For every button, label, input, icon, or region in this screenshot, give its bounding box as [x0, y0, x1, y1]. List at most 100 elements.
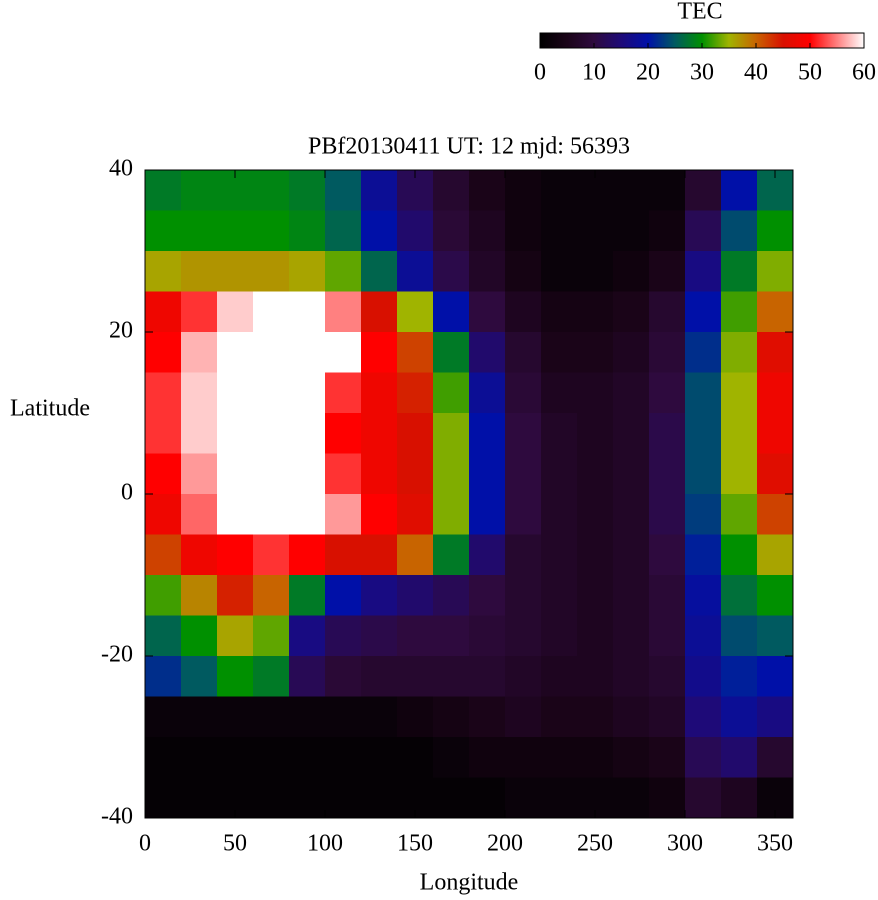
heat-cell [253, 251, 290, 292]
heat-cell [253, 777, 290, 819]
heat-cell [469, 534, 506, 576]
heat-cell [649, 332, 686, 373]
heat-cell [361, 534, 398, 576]
heat-cell [505, 696, 542, 738]
heat-cell [685, 615, 722, 657]
x-tick-label: 300 [667, 831, 703, 857]
heat-cell [613, 656, 650, 697]
heat-cell [433, 372, 470, 414]
heat-cell [721, 696, 758, 738]
heat-cell [577, 291, 614, 333]
heat-cell [541, 615, 578, 657]
heat-cell [181, 413, 218, 454]
heat-cell [217, 251, 254, 292]
heat-cell [685, 737, 722, 778]
heat-cell [253, 656, 290, 697]
heat-cell [469, 413, 506, 454]
heat-cell [397, 332, 434, 373]
heat-cell [613, 210, 650, 252]
heat-cell [289, 737, 326, 778]
heat-cell [721, 575, 758, 616]
heat-cell [253, 291, 290, 333]
heat-cell [325, 453, 362, 495]
heat-cell [325, 170, 362, 211]
heat-cell [289, 615, 326, 657]
heat-cell [613, 575, 650, 616]
heat-cell [289, 575, 326, 616]
x-tick-label: 150 [397, 831, 433, 857]
heat-cell [685, 534, 722, 576]
heat-cell [397, 291, 434, 333]
heat-cell [613, 372, 650, 414]
heat-cell [541, 534, 578, 576]
heat-cell [505, 534, 542, 576]
heat-cell [577, 696, 614, 738]
heat-cell [505, 615, 542, 657]
heat-cell [685, 210, 722, 252]
heat-cell [757, 737, 794, 778]
heat-cell [145, 534, 182, 576]
heat-cell [721, 251, 758, 292]
heat-cell [433, 777, 470, 819]
heat-cell [541, 696, 578, 738]
heat-cell [541, 210, 578, 252]
heat-cell [505, 777, 542, 819]
heat-cell [721, 413, 758, 454]
heat-cell [325, 575, 362, 616]
heat-cell [289, 413, 326, 454]
heat-cell [325, 615, 362, 657]
heat-cell [397, 210, 434, 252]
heat-cell [361, 696, 398, 738]
heat-cell [613, 291, 650, 333]
heat-cell [217, 534, 254, 576]
x-tick-label: 350 [757, 831, 793, 857]
heat-cell [541, 170, 578, 211]
heat-cell [289, 170, 326, 211]
heat-cell [757, 210, 794, 252]
heat-cell [397, 696, 434, 738]
heat-cell [541, 372, 578, 414]
heat-cell [541, 453, 578, 495]
heat-cell [433, 170, 470, 211]
heat-cell [361, 251, 398, 292]
heat-cell [649, 170, 686, 211]
heat-cell [685, 291, 722, 333]
heat-cell [577, 453, 614, 495]
heat-cell [181, 777, 218, 819]
heat-cell [361, 737, 398, 778]
y-axis-label: Latitude [10, 396, 90, 422]
heat-cell [289, 291, 326, 333]
heat-cell [217, 372, 254, 414]
heat-cell [325, 737, 362, 778]
heat-cell [577, 372, 614, 414]
heat-cell [289, 656, 326, 697]
heat-cell [505, 291, 542, 333]
heat-cell [397, 534, 434, 576]
heat-cell [685, 656, 722, 697]
heat-cell [613, 251, 650, 292]
heat-cell [289, 494, 326, 535]
heat-cell [145, 696, 182, 738]
heat-cell [253, 170, 290, 211]
heat-cell [325, 291, 362, 333]
heat-cell [721, 615, 758, 657]
heat-cell [505, 332, 542, 373]
heat-cell [685, 372, 722, 414]
x-tick-label: 100 [307, 831, 343, 857]
heat-cell [397, 656, 434, 697]
heat-cell [757, 656, 794, 697]
heat-cell [181, 615, 218, 657]
heat-cell [397, 453, 434, 495]
colorbar-tick-label: 10 [582, 60, 606, 86]
colorbar-tick-label: 30 [690, 60, 714, 86]
heat-cell [649, 534, 686, 576]
heat-cell [289, 210, 326, 252]
heat-cell [433, 575, 470, 616]
heat-cell [433, 251, 470, 292]
heat-cell [145, 372, 182, 414]
heat-cell [541, 332, 578, 373]
heat-cell [217, 291, 254, 333]
heat-cell [649, 656, 686, 697]
heat-cell [649, 291, 686, 333]
heat-cell [181, 453, 218, 495]
